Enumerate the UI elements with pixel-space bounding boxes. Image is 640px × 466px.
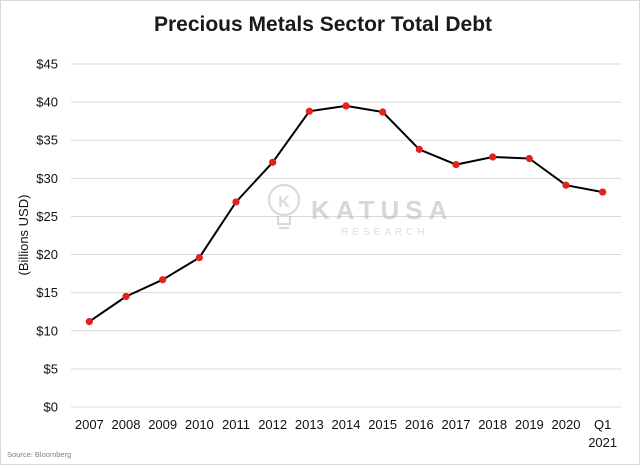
data-point (415, 145, 423, 153)
x-tick-label: 2015 (368, 417, 397, 432)
x-tick-label: 2012 (258, 417, 287, 432)
watermark-brand: KATUSA (311, 195, 453, 225)
x-tick-label: Q1 2021 (588, 417, 617, 450)
x-tick-label: 2017 (442, 417, 471, 432)
x-tick-label: 2007 (75, 417, 104, 432)
x-tick-label: 2011 (222, 417, 250, 432)
data-point (599, 188, 607, 196)
x-tick-label: 2018 (478, 417, 507, 432)
y-tick-label: $0 (44, 400, 58, 415)
y-tick-label: $25 (36, 209, 58, 224)
source-note: Source: Bloomberg (7, 450, 71, 459)
watermark-sub: RESEARCH (341, 227, 429, 238)
grid-lines (71, 63, 621, 408)
data-point (159, 276, 167, 284)
lightbulb-k-icon: K (267, 183, 301, 230)
x-tick-label: 2009 (148, 417, 177, 432)
watermark: K KATUSA RESEARCH (267, 183, 453, 238)
x-axis-ticks: 2007 2008 2009 2010 2011 2012 2013 2014 2015 2016… (75, 417, 617, 450)
y-tick-label: $30 (36, 171, 58, 186)
y-tick-label: $10 (36, 323, 58, 338)
x-tick-label: 2014 (332, 417, 361, 432)
data-point (452, 161, 460, 169)
data-point (562, 181, 570, 189)
svg-text:K: K (278, 194, 290, 211)
data-point (305, 107, 313, 115)
x-tick-label: 2010 (185, 417, 214, 432)
data-point (232, 198, 240, 206)
data-point (489, 153, 497, 161)
y-tick-label: $15 (36, 285, 58, 300)
x-tick-label: 2013 (295, 417, 324, 432)
data-point (342, 102, 350, 110)
series-debt (85, 102, 607, 326)
x-tick-label: 2016 (405, 417, 434, 432)
data-point (525, 154, 533, 163)
data-point (379, 108, 387, 116)
data-point (195, 254, 203, 262)
data-point (269, 158, 277, 166)
y-axis-label: (Billions USD) (16, 195, 31, 276)
y-axis-ticks: $0 $5 $10 $15 $20 $25 $30 $35 $40 $45 (36, 57, 58, 415)
data-point (122, 292, 130, 301)
x-tick-label: 2020 (552, 417, 581, 432)
x-tick-label: 2008 (112, 417, 141, 432)
chart-title: Precious Metals Sector Total Debt (154, 13, 492, 36)
data-point (85, 318, 93, 326)
x-tick-label: 2019 (515, 417, 544, 432)
y-tick-label: $40 (36, 95, 58, 110)
y-tick-label: $20 (36, 247, 58, 262)
y-tick-label: $35 (36, 133, 58, 148)
y-tick-label: $45 (36, 57, 58, 72)
y-tick-label: $5 (44, 361, 58, 376)
